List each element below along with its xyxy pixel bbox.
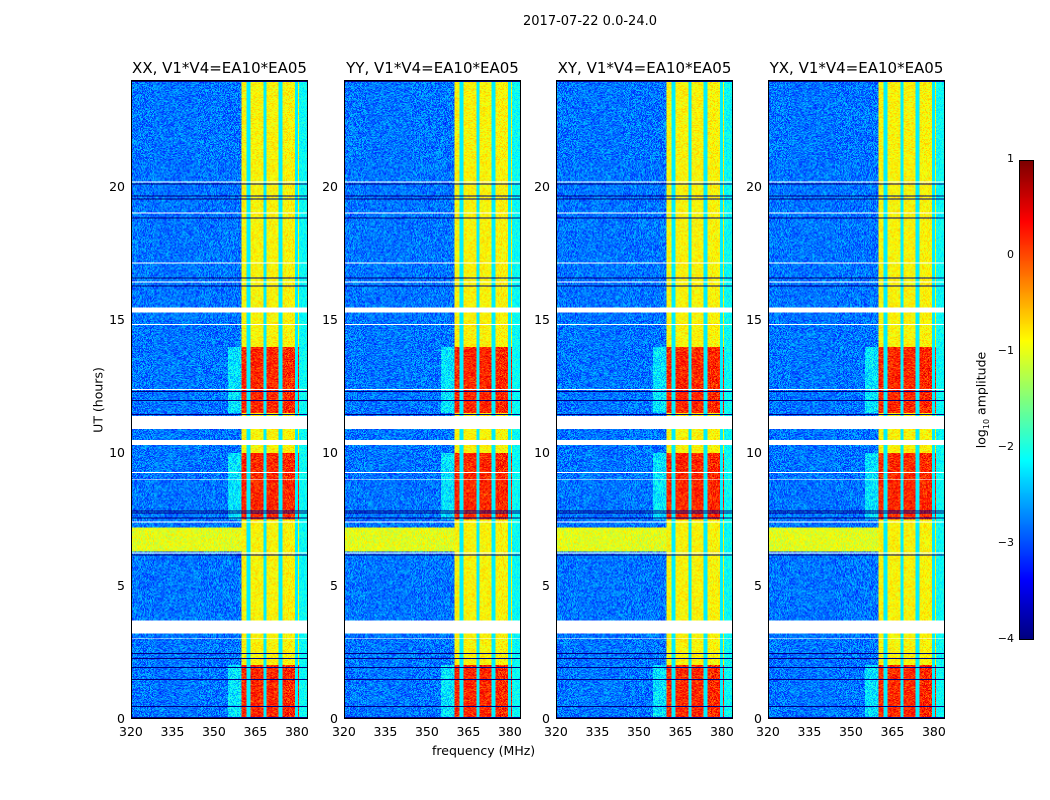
y-tick-label: 15	[322, 311, 338, 327]
y-tick-label: 20	[109, 178, 125, 194]
y-tick-label: 5	[330, 577, 338, 593]
spectrogram-panel-1	[344, 80, 521, 719]
colorbar-label: log10 amplitude	[973, 352, 991, 448]
x-tick-label: 320	[756, 724, 780, 739]
x-tick-label: 380	[921, 724, 946, 739]
spectrogram-image	[769, 81, 944, 718]
y-tick-label: 5	[117, 577, 125, 593]
x-tick-label: 365	[880, 724, 905, 739]
y-tick-label: 10	[322, 444, 338, 460]
spectrogram-panel-3	[768, 80, 945, 719]
colorbar-tick-label: −3	[997, 536, 1014, 549]
y-tick-label: 10	[534, 444, 550, 460]
spectrogram-panel-2	[556, 80, 733, 719]
y-tick-label: 0	[542, 711, 550, 726]
x-tick-label: 380	[497, 724, 522, 739]
y-tick-label: 5	[542, 577, 550, 593]
y-axis-label: UT (hours)	[90, 367, 106, 433]
y-tick-label: 20	[322, 178, 338, 194]
spectrogram-image	[557, 81, 732, 718]
colorbar-label-sub: 10	[981, 418, 991, 430]
panel-title-1: YY, V1*V4=EA10*EA05	[346, 59, 519, 77]
y-tick-label: 10	[746, 444, 762, 460]
spectrogram-image	[132, 81, 307, 718]
x-tick-label: 335	[160, 724, 185, 739]
panel-title-3: YX, V1*V4=EA10*EA05	[769, 59, 944, 77]
y-tick-label: 0	[330, 711, 338, 726]
x-tick-label: 350	[626, 724, 651, 739]
x-tick-label: 380	[284, 724, 309, 739]
figure-title: 2017-07-22 0.0-24.0	[523, 14, 657, 29]
y-tick-label: 15	[534, 311, 550, 327]
panel-title-2: XY, V1*V4=EA10*EA05	[557, 59, 732, 77]
y-tick-label: 5	[754, 577, 762, 593]
y-tick-label: 10	[109, 444, 125, 460]
colorbar-label-log: log	[973, 429, 989, 449]
x-tick-label: 320	[332, 724, 356, 739]
y-tick-label: 0	[754, 711, 762, 726]
y-tick-label: 20	[534, 178, 550, 194]
colorbar	[1019, 160, 1034, 640]
colorbar-label-rest: amplitude	[973, 351, 989, 419]
y-tick-label: 15	[746, 311, 762, 327]
x-tick-label: 335	[585, 724, 610, 739]
x-tick-label: 335	[373, 724, 398, 739]
y-tick-label: 15	[109, 311, 125, 327]
x-tick-label: 320	[119, 724, 143, 739]
x-tick-label: 380	[709, 724, 734, 739]
y-tick-label: 20	[746, 178, 762, 194]
colorbar-tick-label: −4	[997, 632, 1014, 645]
x-tick-label: 365	[668, 724, 693, 739]
x-tick-label: 350	[838, 724, 863, 739]
colorbar-tick-label: −1	[997, 344, 1014, 357]
x-tick-label: 320	[544, 724, 568, 739]
x-tick-label: 350	[201, 724, 226, 739]
x-tick-label: 365	[456, 724, 481, 739]
spectrogram-image	[345, 81, 520, 718]
x-tick-label: 335	[797, 724, 822, 739]
panel-title-0: XX, V1*V4=EA10*EA05	[132, 59, 307, 77]
colorbar-gradient	[1020, 161, 1033, 639]
x-axis-label: frequency (MHz)	[432, 743, 536, 758]
colorbar-tick-label: 0	[1007, 248, 1014, 261]
colorbar-tick-label: −2	[997, 440, 1014, 453]
colorbar-tick-label: 1	[1007, 152, 1014, 165]
x-tick-label: 365	[243, 724, 268, 739]
spectrogram-panel-0	[131, 80, 308, 719]
y-tick-label: 0	[117, 711, 125, 726]
x-tick-label: 350	[414, 724, 439, 739]
